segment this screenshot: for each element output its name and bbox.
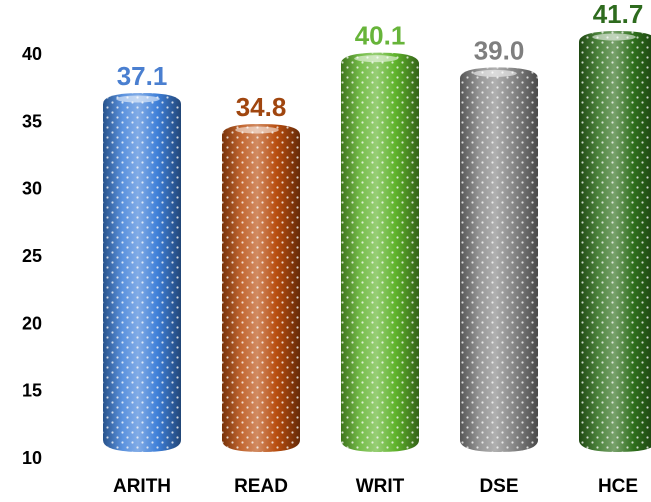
- y-tick-label: 40: [22, 44, 42, 64]
- bar-writ: [341, 52, 419, 452]
- bar-arith: [103, 92, 181, 452]
- y-axis: 10 15 20 25 30 35 40: [22, 44, 42, 468]
- y-tick-label: 15: [22, 381, 42, 401]
- category-label-hce: HCE: [598, 476, 638, 497]
- y-tick-label: 30: [22, 179, 42, 199]
- category-label-writ: WRIT: [356, 476, 405, 497]
- y-tick-label: 35: [22, 111, 42, 131]
- bar-dse: [460, 67, 538, 452]
- value-label-arith: 37.1: [117, 61, 168, 91]
- bar-dot-pattern: [222, 123, 300, 452]
- bars: 37.1 34.8 40.1 39.0 41.7: [103, 0, 651, 452]
- bar-dot-pattern: [579, 31, 651, 452]
- bar-read: [222, 123, 300, 452]
- bar-highlight: [235, 126, 279, 134]
- category-label-read: READ: [234, 476, 288, 497]
- y-tick-label: 10: [22, 448, 42, 468]
- x-axis: ARITH READ WRIT DSE HCE: [113, 476, 638, 497]
- category-label-arith: ARITH: [113, 476, 171, 497]
- value-label-read: 34.8: [236, 92, 287, 122]
- value-label-dse: 39.0: [474, 35, 525, 65]
- value-label-writ: 40.1: [355, 21, 406, 51]
- bar-highlight: [473, 69, 517, 77]
- bar-highlight: [116, 95, 160, 103]
- bar-dot-pattern: [460, 67, 538, 452]
- bar-highlight: [354, 55, 398, 63]
- y-tick-label: 20: [22, 313, 42, 333]
- bar-dot-pattern: [341, 52, 419, 452]
- bar-dot-pattern: [103, 92, 181, 452]
- value-label-hce: 41.7: [593, 0, 644, 29]
- bar-highlight: [592, 33, 636, 41]
- bar-hce: [579, 31, 651, 452]
- y-tick-label: 25: [22, 246, 42, 266]
- category-label-dse: DSE: [479, 476, 518, 497]
